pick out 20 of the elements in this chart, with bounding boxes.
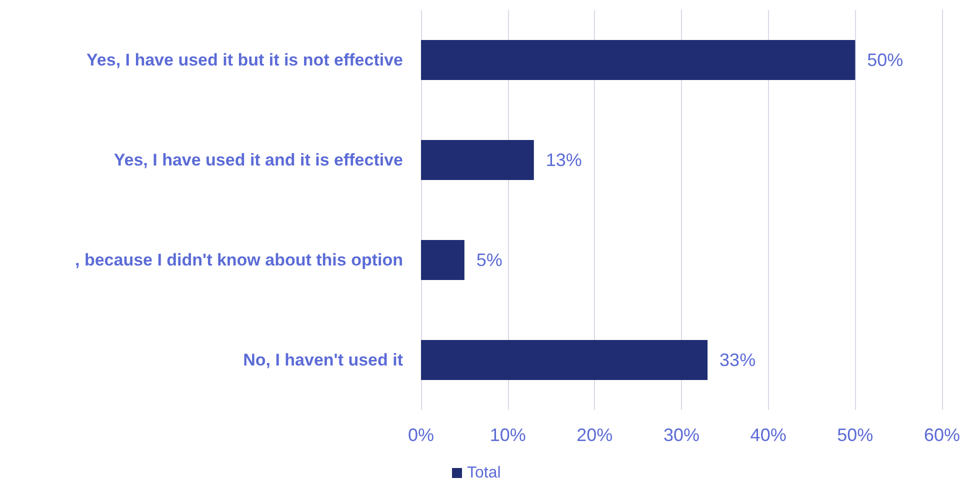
bar — [421, 140, 534, 180]
x-tick-label: 0% — [408, 425, 434, 445]
data-label: 13% — [546, 150, 582, 170]
data-label: 33% — [720, 350, 756, 370]
y-tick-label: , because I didn't know about this option — [75, 250, 403, 270]
x-tick-label: 50% — [837, 425, 874, 445]
bar — [421, 240, 464, 280]
y-tick-label: No, I haven't used it — [243, 350, 404, 370]
y-tick-label: Yes, I have used it and it is effective — [114, 150, 403, 170]
x-tick-label: 40% — [750, 425, 786, 445]
data-label: 5% — [476, 250, 502, 270]
bar — [421, 340, 708, 380]
x-tick-label: 30% — [663, 425, 700, 445]
x-tick-label: 20% — [576, 425, 613, 445]
data-label: 50% — [867, 50, 904, 70]
x-tick-label: 60% — [924, 425, 960, 445]
legend-label: Total — [467, 464, 501, 482]
x-tick-label: 10% — [490, 425, 526, 445]
y-tick-label: Yes, I have used it but it is not effective — [86, 50, 403, 70]
bar — [421, 40, 856, 80]
